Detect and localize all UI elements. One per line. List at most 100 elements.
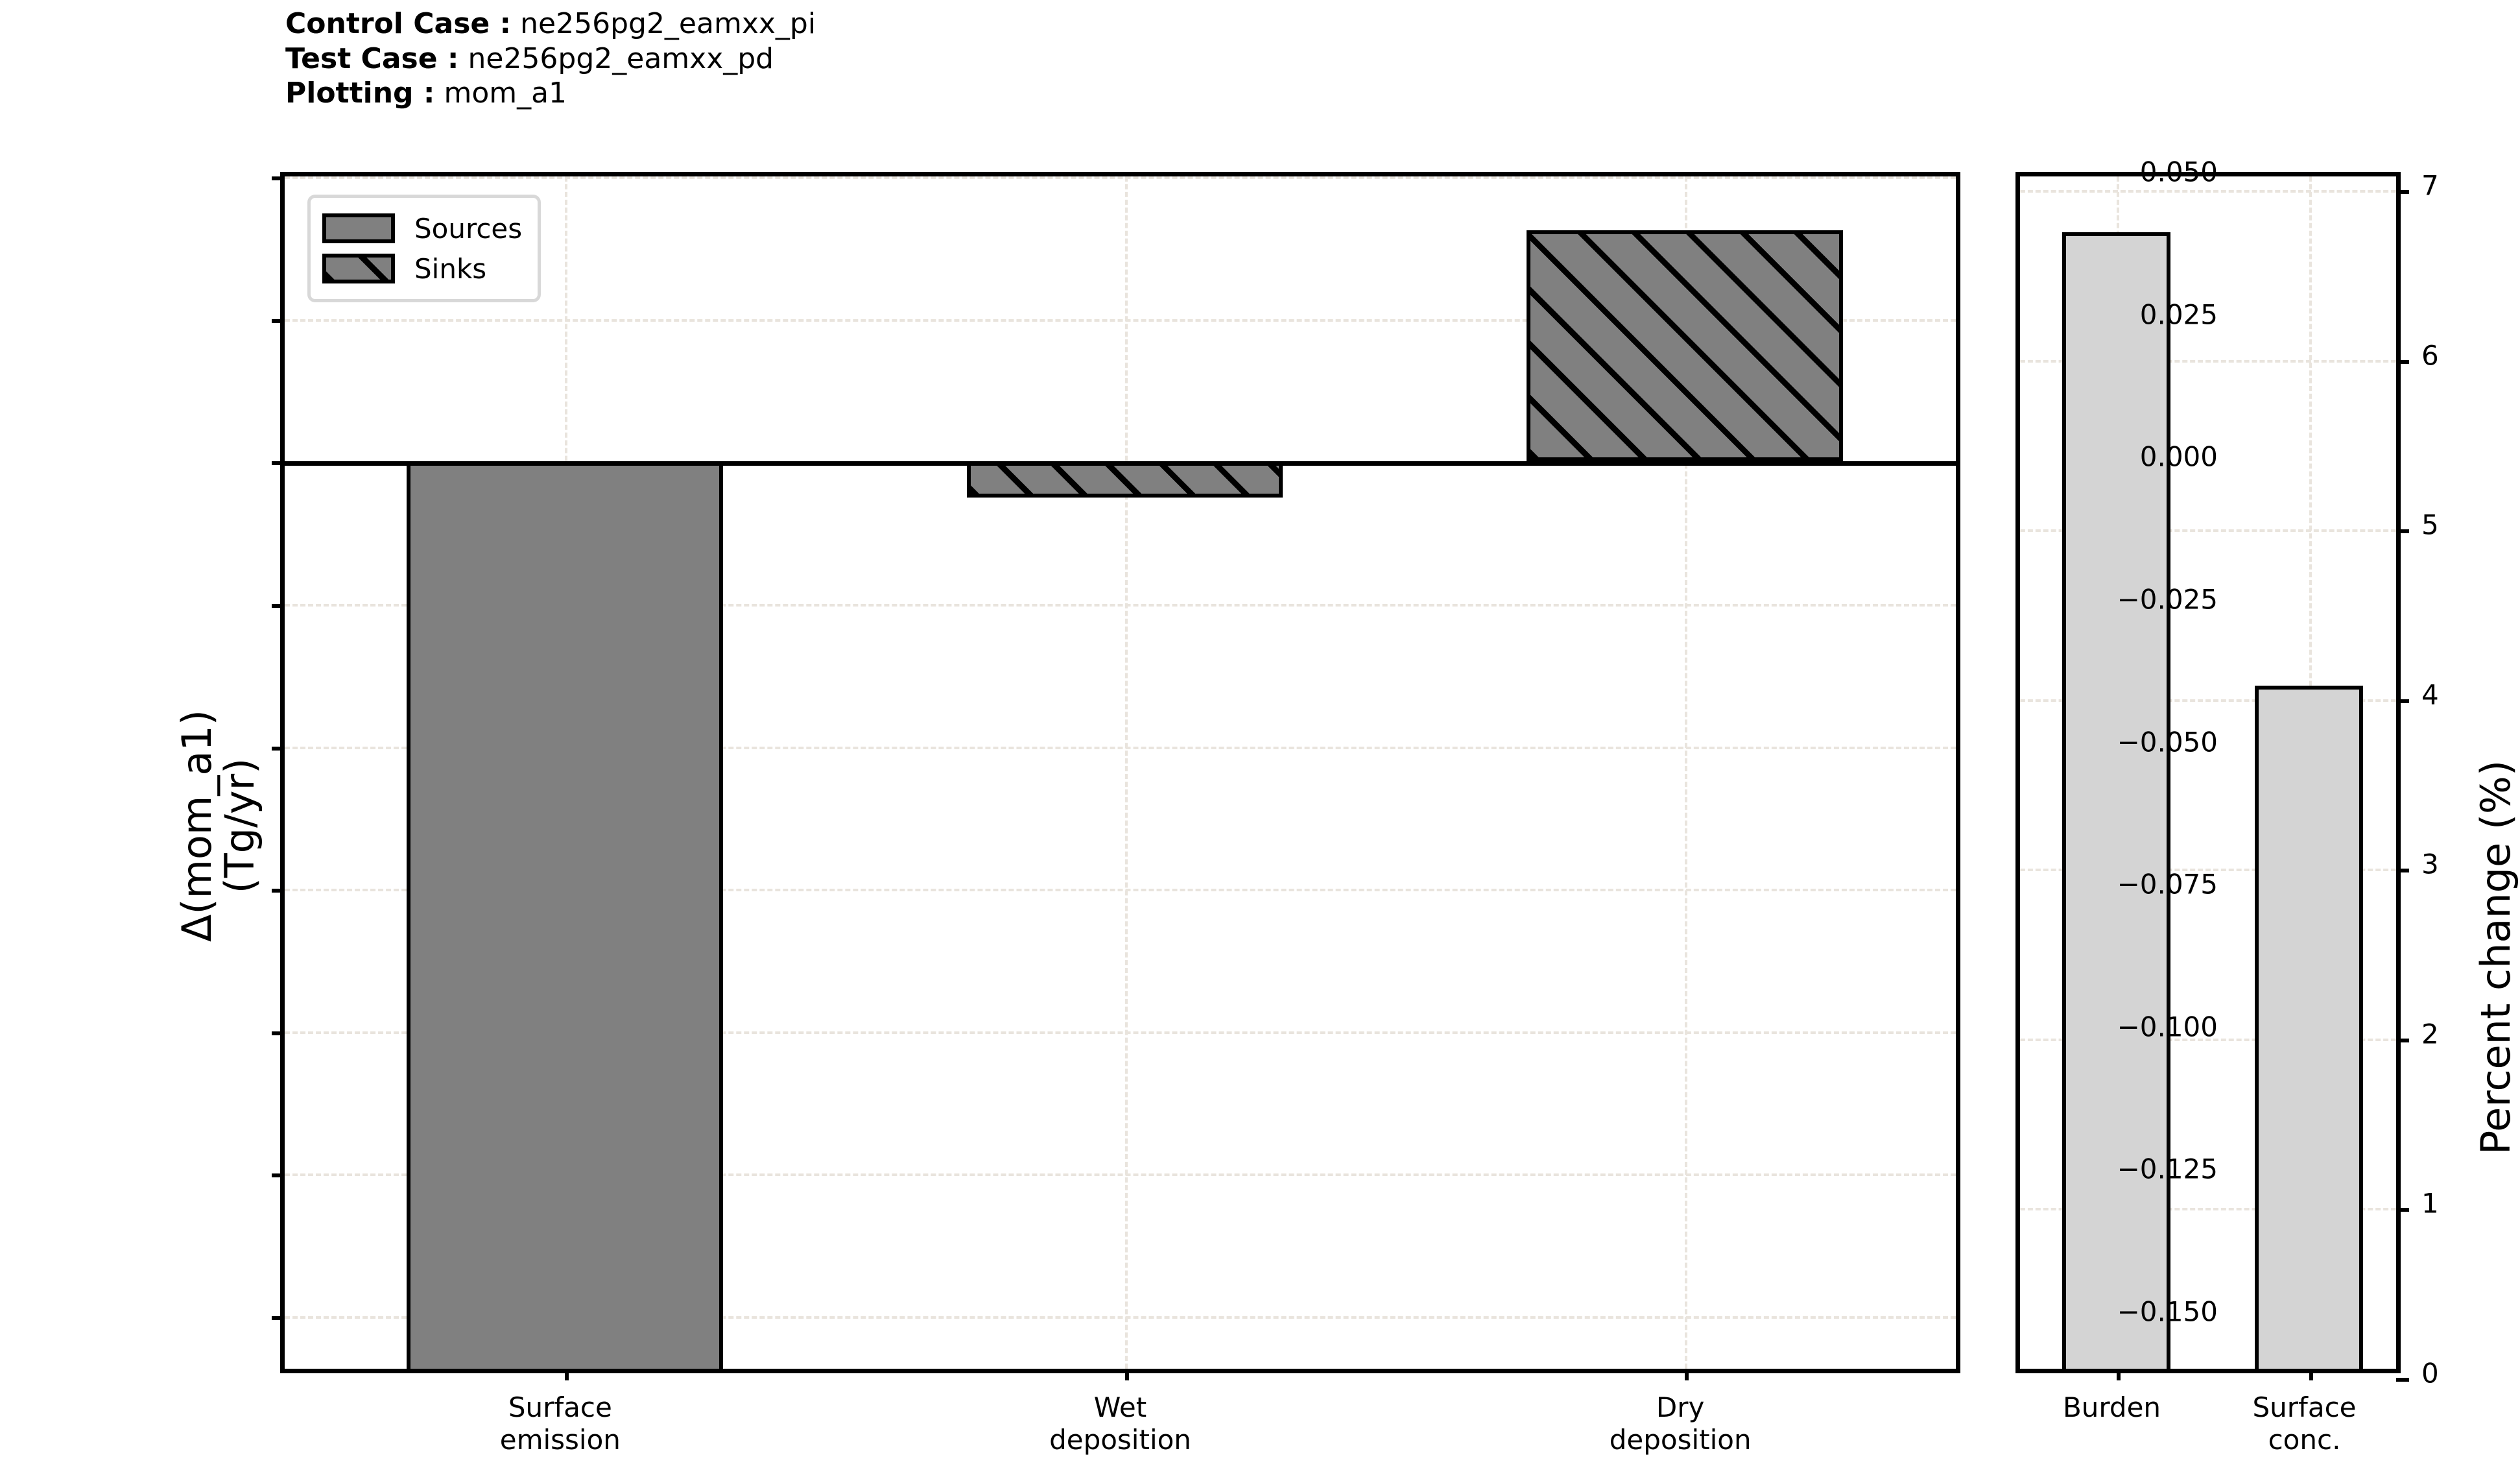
gridline-horizontal — [285, 889, 1956, 892]
x-axis-tick-label-line: Surface — [508, 1391, 612, 1423]
gridline-horizontal — [285, 746, 1956, 749]
y-axis-tick-label: 6 — [2421, 339, 2439, 371]
x-axis-tick-label: Wet deposition — [1049, 1391, 1191, 1456]
percent-change-axes — [2015, 172, 2409, 1382]
y-axis-tick-label: 0.050 — [2139, 156, 2218, 188]
test-case-line: Test Case : ne256pg2_eamxx_pd — [285, 42, 1842, 77]
bar-burden — [2062, 232, 2171, 1369]
gridline-horizontal — [2020, 359, 2396, 363]
y-axis-tick-label: 0 — [2421, 1357, 2439, 1389]
bar-dry — [1527, 230, 1844, 462]
y-axis-tick — [272, 319, 285, 323]
gridline-horizontal — [2020, 1038, 2396, 1041]
budget-axes: Δ(mom_a1) (Tg/yr) Sources Sinks — [173, 172, 1960, 1380]
gridline-horizontal — [285, 603, 1956, 607]
legend: Sources Sinks — [307, 195, 541, 302]
x-axis-tick-label-line: deposition — [1049, 1423, 1191, 1456]
y-axis-tick — [272, 461, 285, 466]
gridline-horizontal — [285, 176, 1956, 179]
legend-swatch-sources-icon — [322, 213, 395, 243]
bar-surface — [2254, 685, 2364, 1369]
y-axis-title: Δ(mom_a1) (Tg/yr) — [173, 710, 263, 942]
gridline-vertical — [1124, 176, 1128, 1369]
zero-line — [285, 461, 1956, 466]
y-axis-tick-label: −0.050 — [2117, 726, 2218, 758]
y-axis-tick-label: 2 — [2421, 1018, 2439, 1050]
y-axis-tick — [272, 746, 285, 751]
x-axis-tick — [1685, 1369, 1689, 1380]
y-axis-tick — [2396, 1038, 2409, 1042]
y-axis-tick-label: 1 — [2421, 1187, 2439, 1220]
x-axis-tick-label: Burden — [2063, 1391, 2161, 1424]
x-axis-tick-label: Surface conc. — [2252, 1391, 2356, 1456]
gridline-horizontal — [285, 1031, 1956, 1034]
gridline-horizontal — [2020, 1208, 2396, 1211]
y-axis-tick — [2396, 359, 2409, 364]
x-axis-tick-label-line: Dry — [1656, 1391, 1705, 1423]
control-case-value: ne256pg2_eamxx_pi — [520, 7, 816, 40]
y-axis-title-line2: (Tg/yr) — [215, 758, 263, 894]
gridline-vertical — [1685, 176, 1688, 1369]
legend-label-sources: Sources — [414, 212, 523, 245]
x-axis-tick-label-line: Burden — [2062, 1391, 2161, 1423]
y-axis-tick — [272, 1173, 285, 1178]
y-axis-tick — [272, 1316, 285, 1321]
bar-surface — [406, 461, 723, 1369]
y-axis-tick — [2396, 1378, 2409, 1382]
percent-change-plot-area — [2020, 176, 2396, 1369]
y-axis-tick — [2396, 699, 2409, 703]
y-axis-tick-label: −0.125 — [2117, 1153, 2218, 1185]
control-case-line: Control Case : ne256pg2_eamxx_pi — [285, 6, 1842, 42]
gridline-horizontal — [2020, 869, 2396, 872]
x-axis-tick — [2116, 1369, 2121, 1380]
y-axis-tick-label: −0.075 — [2117, 868, 2218, 900]
x-axis-tick — [564, 1369, 569, 1380]
legend-swatch-sinks-icon — [322, 254, 395, 283]
x-axis-tick — [1124, 1369, 1129, 1380]
x-axis-tick-label-line: deposition — [1609, 1423, 1752, 1456]
plotting-label: Plotting : — [285, 77, 435, 110]
x-axis-tick-label-line: conc. — [2268, 1423, 2341, 1456]
plotting-line: Plotting : mom_a1 — [285, 76, 1842, 111]
y-axis-tick — [272, 603, 285, 608]
gridline-horizontal — [285, 1173, 1956, 1177]
percent-change-axis-title: Percent change (%) — [2472, 760, 2519, 1155]
y-axis-tick-label: 4 — [2421, 679, 2439, 711]
y-axis-tick — [2396, 529, 2409, 534]
x-axis-tick-label-line: Wet — [1093, 1391, 1147, 1423]
control-case-label: Control Case : — [285, 7, 512, 40]
y-axis-tick — [272, 1031, 285, 1035]
x-axis-tick-label: Surface emission — [500, 1391, 621, 1456]
figure-header: Control Case : ne256pg2_eamxx_pi Test Ca… — [285, 6, 1842, 111]
budget-plot-area — [285, 176, 1956, 1369]
y-axis-tick-label: −0.150 — [2117, 1295, 2218, 1328]
x-axis-tick-label-line: emission — [499, 1423, 621, 1456]
y-axis-tick — [272, 889, 285, 893]
gridline-horizontal — [285, 319, 1956, 322]
bar-wet — [966, 461, 1283, 498]
y-axis-tick-label: 0.000 — [2139, 440, 2218, 473]
y-axis-tick-label: −0.100 — [2117, 1011, 2218, 1043]
plotting-value: mom_a1 — [444, 77, 567, 110]
y-axis-tick-label: 0.025 — [2139, 298, 2218, 331]
x-axis-tick-label-line: Surface — [2252, 1391, 2357, 1423]
legend-item-sinks: Sinks — [322, 248, 522, 289]
y-axis-tick — [2396, 1208, 2409, 1212]
gridline-horizontal — [285, 1316, 1956, 1319]
gridline-horizontal — [2020, 699, 2396, 702]
y-axis-tick — [272, 176, 285, 180]
y-axis-tick — [2396, 189, 2409, 194]
y-axis-tick-label: −0.025 — [2117, 583, 2218, 616]
y-axis-tick-label: 3 — [2421, 848, 2439, 880]
gridline-horizontal — [2020, 189, 2396, 193]
legend-label-sinks: Sinks — [414, 252, 487, 285]
legend-item-sources: Sources — [322, 208, 522, 248]
x-axis-tick-label: Dry deposition — [1610, 1391, 1752, 1456]
test-case-value: ne256pg2_eamxx_pd — [468, 42, 774, 75]
y-axis-tick-label: 7 — [2421, 169, 2439, 202]
y-axis-tick — [2396, 869, 2409, 873]
test-case-label: Test Case : — [285, 42, 459, 75]
x-axis-tick — [2309, 1369, 2313, 1380]
gridline-horizontal — [2020, 529, 2396, 533]
